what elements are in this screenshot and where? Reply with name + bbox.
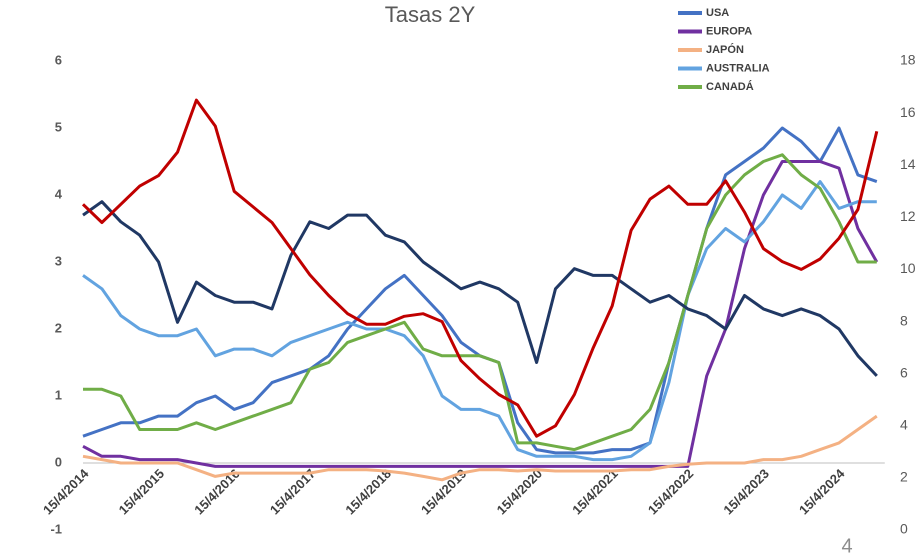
y2-tick-label: 12	[900, 208, 916, 224]
series-line	[82, 200, 878, 377]
legend-label: JAPÓN	[706, 43, 744, 56]
y2-tick-label: 4	[900, 416, 908, 432]
legend-label: EUROPA	[706, 25, 752, 37]
page-number: 4	[841, 535, 852, 557]
y2-tick-label: 0	[900, 521, 908, 537]
y-tick-label: 2	[55, 320, 62, 335]
y2-tick-label: 18	[900, 52, 916, 68]
y2-tick-label: 10	[900, 260, 916, 276]
y-tick-label: 5	[55, 119, 62, 134]
legend-label: CANADÁ	[706, 80, 754, 93]
y-tick-label: 0	[55, 454, 62, 469]
x-tick-label: 15/4/2021	[569, 466, 621, 518]
y2-tick-label: 8	[900, 312, 908, 328]
y-tick-label: 6	[55, 52, 62, 67]
x-tick-label: 15/4/2014	[40, 465, 92, 517]
y-tick-label: 3	[55, 253, 62, 268]
x-tick-label: 15/4/2020	[494, 466, 546, 518]
y-tick-label: 4	[55, 186, 63, 201]
series-line	[83, 153, 877, 452]
series-line	[82, 160, 879, 468]
x-tick-label: 15/4/2022	[645, 466, 697, 518]
series-line	[81, 98, 879, 438]
chart-title: Tasas 2Y	[385, 2, 476, 27]
x-tick-label: 15/4/2024	[796, 465, 848, 517]
y-tick-label: -1	[50, 521, 62, 536]
x-tick-label: 15/4/2015	[116, 466, 168, 518]
y2-tick-label: 16	[900, 104, 916, 120]
series-line	[82, 126, 878, 455]
y2-tick-label: 14	[900, 156, 916, 172]
y-tick-label: 1	[55, 387, 62, 402]
legend-label: USA	[706, 7, 729, 19]
x-tick-label: 15/4/2018	[342, 466, 394, 518]
x-tick-label: 15/4/2023	[720, 466, 772, 518]
legend-label: AUSTRALIA	[706, 62, 770, 74]
y2-tick-label: 6	[900, 364, 908, 380]
series-line	[82, 180, 877, 462]
y2-tick-label: 2	[900, 469, 908, 485]
series-line	[82, 414, 878, 482]
